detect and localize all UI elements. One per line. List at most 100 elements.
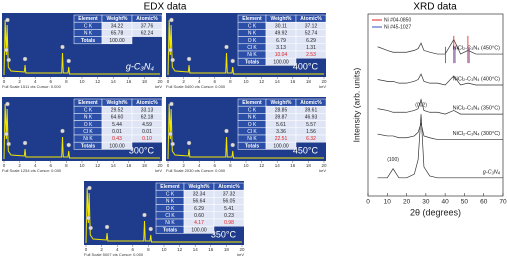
table-text: N K bbox=[166, 199, 175, 205]
peak-marker bbox=[148, 226, 153, 232]
tick-label: 18 bbox=[142, 79, 148, 84]
tick-label: 0 bbox=[3, 79, 6, 84]
tick-label: 8 bbox=[229, 79, 232, 84]
table-text: N K bbox=[84, 115, 93, 121]
panel-label: 300°C bbox=[129, 145, 155, 155]
tick-label: 4 bbox=[198, 79, 201, 84]
tick-label: 12 bbox=[177, 247, 183, 252]
tick-label: 4 bbox=[34, 79, 37, 84]
peak-marker bbox=[169, 17, 174, 23]
xrd-title: XRD data bbox=[413, 2, 457, 13]
unit-label: keV bbox=[319, 84, 326, 89]
peak-annotation: (002) bbox=[415, 102, 427, 108]
table-text: 6.29 bbox=[194, 206, 204, 212]
peak-marker bbox=[4, 47, 9, 53]
table-text: Weight% bbox=[270, 100, 292, 106]
table-text: Weight% bbox=[270, 16, 292, 22]
table-text: 0.60 bbox=[194, 213, 204, 219]
table-cell bbox=[101, 36, 133, 45]
table-text: C K bbox=[84, 23, 93, 29]
table-text: Totals bbox=[245, 59, 260, 65]
panel-label: 350°C bbox=[211, 229, 237, 239]
tick-label: 12 bbox=[95, 163, 101, 168]
tick-label: 16 bbox=[208, 247, 214, 252]
table-cell bbox=[213, 218, 245, 227]
tick-label: 4 bbox=[34, 163, 37, 168]
tick-label: 0 bbox=[3, 163, 6, 168]
table-text: Totals bbox=[245, 143, 260, 149]
table-text: 65.78 bbox=[111, 31, 124, 37]
table-text: 3.13 bbox=[276, 45, 286, 51]
table-text: Totals bbox=[163, 227, 178, 233]
table-text: Atomic% bbox=[136, 16, 158, 22]
table-text: 100.00 bbox=[109, 143, 125, 149]
table-text: Atomic% bbox=[218, 184, 240, 190]
table-text: N K bbox=[248, 115, 257, 121]
tick-label: 16 bbox=[126, 79, 132, 84]
tick-label: 0 bbox=[167, 79, 170, 84]
tick-label: 6 bbox=[214, 79, 217, 84]
table-text: C K bbox=[248, 23, 257, 29]
series-label: NiCl₂-C₃N₄ (300°C) bbox=[453, 131, 500, 137]
tick-label: 2 bbox=[18, 163, 21, 168]
spectrum-trace bbox=[3, 19, 160, 76]
table-text: 22.51 bbox=[275, 136, 288, 142]
table-cell bbox=[265, 141, 297, 150]
table-text: 39.87 bbox=[275, 115, 288, 121]
tick-label: 10 bbox=[243, 163, 249, 168]
table-text: 100.00 bbox=[273, 59, 289, 65]
tick-label: 4 bbox=[116, 247, 119, 252]
table-cell bbox=[131, 29, 163, 37]
edx-title: EDX data bbox=[144, 2, 187, 13]
table-text: 46.93 bbox=[305, 115, 318, 121]
unit-label: keV bbox=[319, 168, 326, 173]
peak-marker bbox=[169, 101, 174, 107]
tick-label: 8 bbox=[147, 247, 150, 252]
spectrum-trace bbox=[167, 19, 324, 76]
table-text: 34.22 bbox=[111, 23, 124, 29]
table-text: 3.36 bbox=[276, 129, 286, 135]
peak-marker bbox=[142, 212, 147, 218]
tick-label: 20 bbox=[157, 79, 163, 84]
peak-marker bbox=[168, 131, 173, 137]
unit-label: keV bbox=[237, 252, 244, 257]
table-cell bbox=[131, 134, 163, 143]
table-text: 32.34 bbox=[193, 191, 206, 197]
table-text: 5.41 bbox=[224, 206, 234, 212]
table-text: Ni K bbox=[247, 52, 257, 58]
tick-label: 14 bbox=[275, 79, 281, 84]
table-cell bbox=[265, 57, 297, 66]
table-text: 62.18 bbox=[141, 115, 154, 121]
tick-label: 10 bbox=[243, 79, 249, 84]
table-text: 56.05 bbox=[223, 199, 236, 205]
table-text: C K bbox=[166, 191, 175, 197]
peak-marker bbox=[230, 58, 235, 64]
x-axis-label: 2θ (degrees) bbox=[410, 207, 461, 217]
table-text: 0.98 bbox=[224, 220, 234, 226]
table-text: 2.53 bbox=[306, 52, 316, 58]
peak-marker bbox=[186, 140, 192, 146]
peak-marker bbox=[224, 128, 229, 134]
table-text: Totals bbox=[81, 38, 96, 44]
tick-label: 10 bbox=[79, 79, 85, 84]
table-text: 39.61 bbox=[305, 107, 318, 113]
table-text: 4.59 bbox=[142, 122, 152, 128]
table-text: Weight% bbox=[188, 184, 210, 190]
table-text: 100.00 bbox=[273, 143, 289, 149]
table-text: 0.01 bbox=[142, 129, 152, 135]
panel-footer: Full Scale 5400 cts Cursor: 0.000 bbox=[166, 84, 226, 89]
table-text: O K bbox=[248, 38, 257, 44]
tick-label: 10 bbox=[79, 163, 85, 168]
tick-label: 20 bbox=[321, 163, 327, 168]
peak-marker bbox=[5, 17, 10, 23]
peak-marker bbox=[4, 131, 9, 137]
unit-label: keV bbox=[155, 84, 162, 89]
peak-marker bbox=[6, 141, 11, 147]
tick-label: 18 bbox=[142, 163, 148, 168]
tick-label: 12 bbox=[259, 79, 265, 84]
tick-label: 2 bbox=[100, 247, 103, 252]
panel-label: g-C₃N₄ bbox=[126, 61, 155, 71]
